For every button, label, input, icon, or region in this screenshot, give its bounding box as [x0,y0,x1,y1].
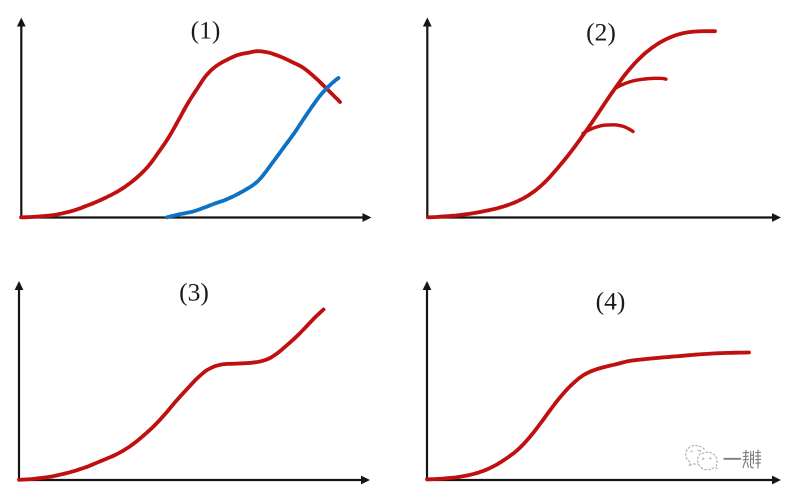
svg-text:(3): (3) [179,277,209,306]
svg-text:(4): (4) [596,287,626,316]
svg-text:(1): (1) [191,16,221,45]
svg-text:(2): (2) [586,18,616,47]
